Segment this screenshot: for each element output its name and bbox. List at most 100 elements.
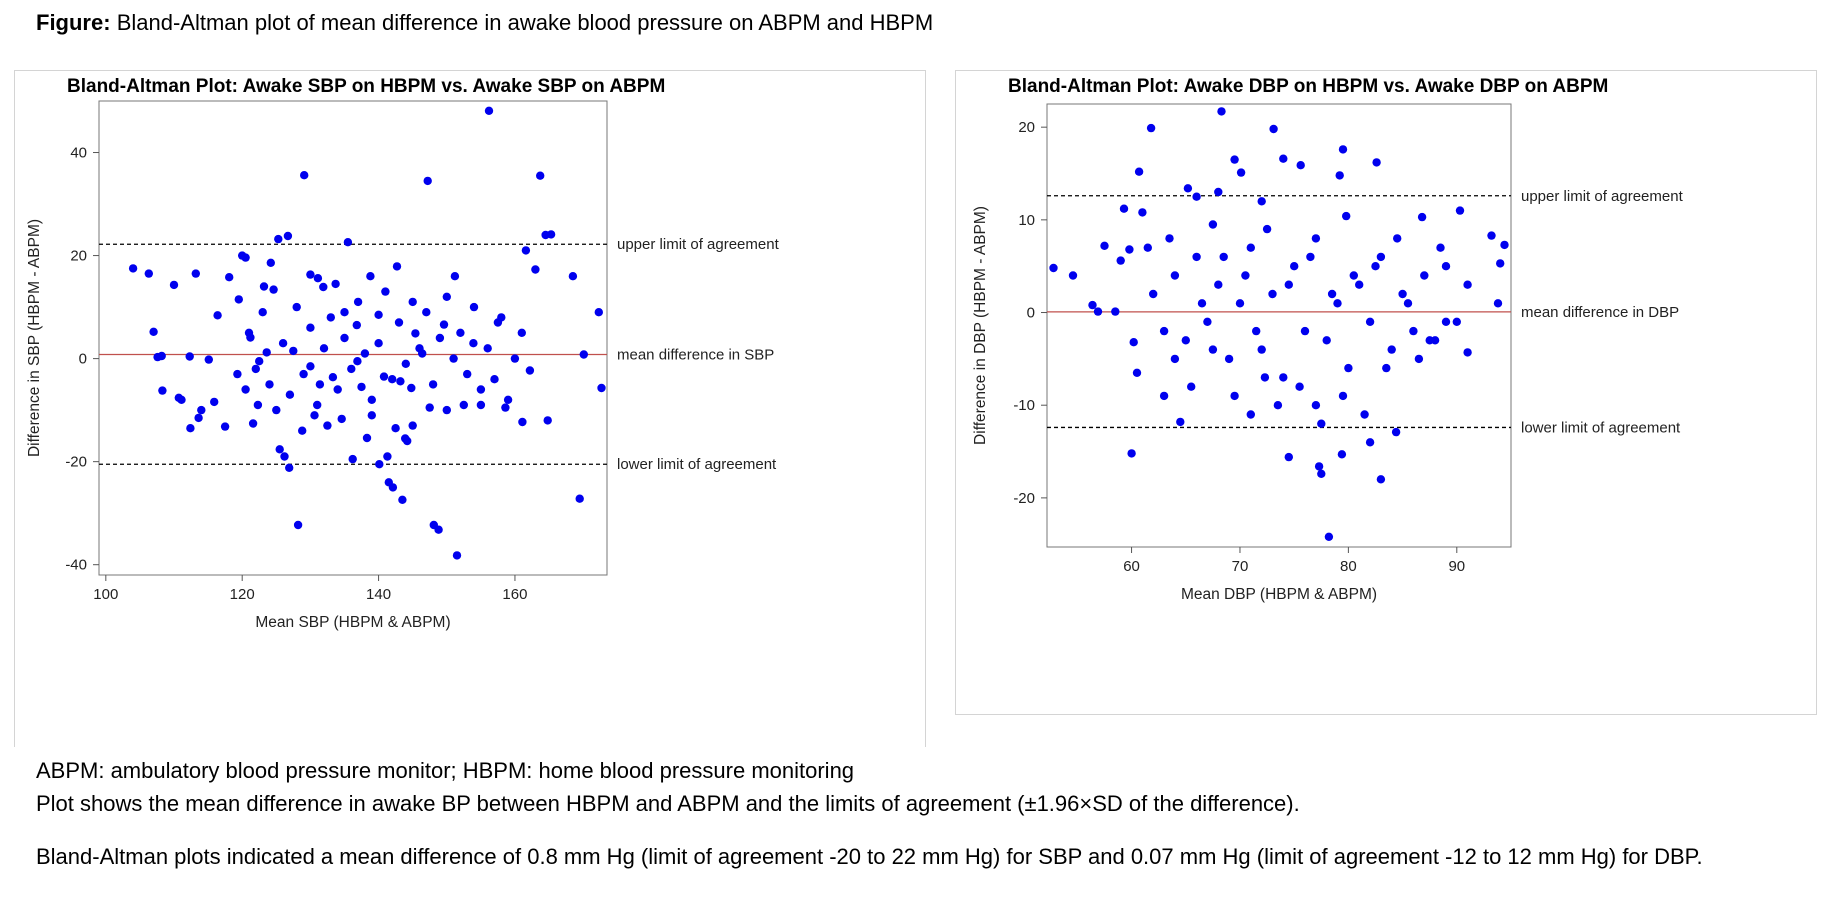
dbp-data-point	[1338, 145, 1348, 154]
dbp-data-point	[1149, 289, 1158, 299]
dbp-data-point	[1111, 307, 1120, 316]
sbp-x-tick-label: 100	[93, 586, 118, 603]
dbp-data-point	[1452, 317, 1461, 326]
dbp-data-point	[1246, 243, 1255, 252]
dbp-data-point	[1314, 462, 1324, 471]
sbp-data-point	[531, 265, 540, 274]
sbp-data-point	[398, 495, 407, 504]
sbp-data-point	[177, 395, 186, 404]
sbp-data-point	[575, 494, 584, 503]
sbp-data-point	[274, 234, 283, 244]
sbp-data-point	[367, 395, 376, 404]
sbp-data-point	[225, 273, 234, 282]
dbp-data-point	[1344, 363, 1353, 373]
sbp-data-point	[449, 354, 458, 363]
sbp-data-point	[543, 416, 552, 425]
sbp-data-point	[233, 369, 242, 379]
dbp-data-point	[1217, 107, 1226, 116]
sbp-data-point	[278, 339, 288, 348]
sbp-plot-frame	[98, 100, 608, 576]
dbp-data-point	[1337, 450, 1347, 459]
dbp-data-point	[1119, 204, 1129, 213]
sbp-data-point	[310, 411, 319, 420]
sbp-data-point	[319, 344, 329, 353]
sbp-data-point	[391, 424, 400, 433]
sbp-data-point	[266, 258, 275, 267]
dbp-data-point	[1327, 289, 1337, 299]
dbp-data-point	[1138, 208, 1147, 217]
sbp-data-point	[353, 297, 363, 307]
sbp-reference-label: lower limit of agreement	[617, 456, 777, 473]
sbp-data-point	[536, 171, 545, 180]
figure-title: Figure: Bland-Altman plot of mean differ…	[36, 10, 933, 36]
dbp-x-tick-label: 60	[1123, 558, 1140, 575]
sbp-data-point	[469, 339, 478, 348]
sbp-data-point	[439, 320, 449, 329]
sbp-data-point	[241, 253, 250, 262]
dbp-data-point	[1093, 307, 1103, 316]
figure-label: Figure:	[36, 10, 111, 35]
sbp-chart-panel: Bland-Altman Plot: Awake SBP on HBPM vs.…	[14, 70, 926, 747]
sbp-data-point	[374, 310, 383, 319]
sbp-data-point	[258, 308, 267, 317]
dbp-data-point	[1214, 280, 1223, 289]
sbp-data-point	[186, 424, 195, 433]
sbp-data-point	[272, 405, 281, 415]
dbp-data-point	[1376, 252, 1386, 262]
sbp-data-point	[476, 400, 486, 410]
dbp-x-tick-label: 70	[1232, 558, 1249, 575]
sbp-data-point	[269, 285, 278, 294]
dbp-data-point	[1208, 345, 1218, 354]
dbp-data-point	[1235, 299, 1245, 308]
sbp-data-point	[300, 171, 309, 180]
dbp-data-point	[1192, 252, 1201, 262]
dbp-data-point	[1159, 391, 1169, 401]
sbp-reference-label: upper limit of agreement	[617, 236, 780, 253]
dbp-data-point	[1230, 155, 1239, 164]
sbp-data-point	[403, 436, 412, 446]
sbp-y-axis-label: Difference in SBP (HBPM - ABPM)	[26, 219, 43, 457]
sbp-data-point	[234, 295, 243, 304]
sbp-data-point	[388, 375, 397, 384]
sbp-data-point	[401, 359, 410, 368]
sbp-data-point	[220, 422, 230, 431]
dbp-data-point	[1463, 348, 1472, 357]
sbp-x-axis-label: Mean SBP (HBPM & ABPM)	[255, 614, 450, 631]
sbp-data-point	[353, 357, 362, 366]
dbp-data-point	[1068, 271, 1078, 280]
sbp-data-point	[251, 364, 260, 374]
dbp-data-point	[1192, 192, 1201, 201]
dbp-data-point	[1143, 243, 1152, 252]
sbp-data-point	[128, 264, 138, 273]
dbp-data-point	[1441, 262, 1451, 271]
dbp-data-point	[1088, 300, 1097, 310]
dbp-data-point	[1349, 271, 1358, 280]
sbp-data-point	[484, 106, 494, 115]
sbp-data-point	[456, 328, 465, 337]
sbp-data-point	[213, 311, 222, 320]
dbp-data-point	[1300, 326, 1310, 336]
dbp-reference-label: upper limit of agreement	[1521, 188, 1684, 205]
sbp-data-point	[408, 297, 417, 307]
sbp-data-point	[546, 230, 556, 239]
sbp-data-point	[315, 380, 325, 389]
sbp-data-point	[319, 282, 328, 292]
sbp-data-point	[191, 269, 200, 278]
sbp-data-point	[323, 421, 332, 430]
dbp-data-point	[1403, 299, 1413, 308]
dbp-reference-label: mean difference in DBP	[1521, 304, 1679, 321]
sbp-data-point	[306, 323, 315, 332]
sbp-data-point	[285, 390, 295, 399]
dbp-data-point	[1203, 317, 1212, 326]
sbp-data-point	[306, 270, 315, 279]
dbp-data-point	[1146, 123, 1156, 133]
sbp-data-point	[379, 372, 389, 381]
sbp-data-point	[503, 395, 513, 404]
sbp-data-point	[169, 280, 179, 290]
sbp-data-point	[144, 269, 153, 278]
sbp-data-point	[285, 463, 294, 472]
sbp-data-point	[374, 339, 383, 348]
sbp-data-point	[579, 350, 588, 359]
dbp-data-point	[1417, 212, 1427, 222]
dbp-data-point	[1306, 252, 1315, 262]
